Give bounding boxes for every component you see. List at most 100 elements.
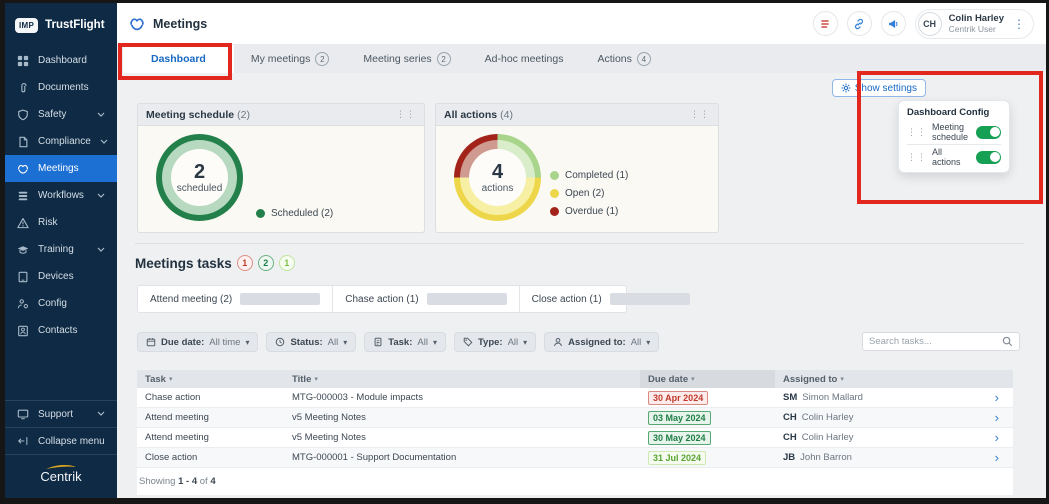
user-name: Colin Harley	[948, 12, 1004, 24]
column-header-due-date[interactable]: Due date ▾	[640, 370, 775, 388]
caret-down-icon: ▾	[523, 337, 528, 347]
filter-type[interactable]: Type: All ▾	[453, 332, 537, 352]
row-chevron-icon[interactable]: ›	[994, 410, 999, 425]
chart-legend: Completed (1) Open (2) Overdue (1)	[550, 166, 628, 220]
calendar-icon	[146, 338, 156, 347]
filter-assigned-to[interactable]: Assigned to: All ▾	[544, 332, 660, 352]
filter-task[interactable]: Task: All ▾	[364, 332, 446, 352]
graduation-cap-icon	[17, 245, 29, 254]
sidebar-item-dashboard[interactable]: Dashboard	[5, 47, 117, 74]
row-chevron-icon[interactable]: ›	[994, 430, 999, 445]
paperclip-icon	[21, 82, 27, 92]
list-icon	[821, 19, 829, 28]
dashboard-content: Meeting schedule (2) ⋮⋮ 2 scheduled Sche…	[117, 71, 1046, 498]
progress-chase-action: Chase action (1)	[332, 286, 518, 312]
sidebar-item-workflows[interactable]: Workflows	[5, 182, 117, 209]
link-icon	[855, 18, 864, 29]
show-settings-button[interactable]: Show settings	[831, 79, 926, 97]
caret-down-icon: ▾	[432, 337, 437, 347]
chevron-down-icon	[97, 247, 105, 252]
config-option-all-actions: ⋮⋮ All actions	[907, 147, 1001, 167]
legend-dot	[550, 206, 559, 216]
meeting-schedule-toggle[interactable]	[976, 125, 1001, 139]
drag-handle-icon[interactable]: ⋮⋮	[907, 151, 927, 162]
table-row[interactable]: Attend meeting v5 Meeting Notes 30 May 2…	[137, 428, 1013, 448]
row-chevron-icon[interactable]: ›	[994, 450, 999, 465]
legend-item: Scheduled (2)	[256, 204, 333, 222]
device-icon	[18, 271, 28, 282]
column-header-title[interactable]: Title ▾	[292, 373, 318, 385]
tab-dashboard[interactable]: Dashboard	[123, 45, 234, 73]
all-actions-toggle[interactable]	[976, 150, 1001, 164]
chevron-down-icon	[97, 112, 105, 117]
row-chevron-icon[interactable]: ›	[994, 390, 999, 405]
search-icon[interactable]	[1002, 336, 1013, 347]
chevron-down-icon	[100, 139, 108, 144]
link-button[interactable]	[846, 11, 872, 36]
open-count-badge: 2	[257, 255, 274, 271]
task-icon	[374, 337, 382, 347]
caret-down-icon: ▾	[343, 337, 348, 347]
announcements-button[interactable]	[880, 11, 906, 36]
tab-my-meetings[interactable]: My meetings 2	[234, 45, 347, 73]
donut-label: actions	[481, 182, 514, 194]
drag-handle-icon[interactable]: ⋮⋮	[907, 126, 927, 137]
table-row[interactable]: Attend meeting v5 Meeting Notes 03 May 2…	[137, 408, 1013, 428]
sidebar-item-support[interactable]: Support	[5, 400, 117, 427]
meeting-schedule-widget: Meeting schedule (2) ⋮⋮ 2 scheduled Sche…	[137, 103, 425, 233]
sidebar-item-meetings[interactable]: Meetings	[5, 155, 117, 182]
sidebar-item-documents[interactable]: Documents	[5, 74, 117, 101]
drag-handle-icon[interactable]: ⋮⋮	[690, 109, 710, 119]
column-header-assigned-to[interactable]: Assigned to ▾	[783, 373, 844, 385]
meetings-tasks-header: Meetings tasks 1 2 1	[135, 255, 295, 271]
collapse-menu-button[interactable]: Collapse menu	[5, 427, 117, 454]
chart-legend: Scheduled (2)	[256, 204, 333, 222]
assignee-initials: JB	[783, 452, 796, 463]
sidebar-item-contacts[interactable]: Contacts	[5, 317, 117, 344]
search-tasks-box	[862, 332, 1020, 351]
donut-label: scheduled	[176, 182, 223, 194]
kebab-menu-icon[interactable]: ⋮	[1013, 16, 1025, 31]
centrik-swoosh-icon	[46, 464, 76, 469]
brand-name: TrustFlight	[45, 19, 105, 31]
tab-count-badge: 4	[636, 52, 651, 66]
sidebar-item-config[interactable]: Config	[5, 290, 117, 317]
sidebar-item-safety[interactable]: Safety	[5, 101, 117, 128]
sidebar-item-devices[interactable]: Devices	[5, 263, 117, 290]
gear-icon	[841, 83, 851, 93]
notifications-button[interactable]	[812, 11, 838, 36]
brand-logo: IMP TrustFlight	[5, 3, 117, 47]
tab-adhoc-meetings[interactable]: Ad-hoc meetings	[484, 53, 564, 65]
due-date-badge: 30 Apr 2024	[648, 390, 709, 405]
upcoming-count-badge: 1	[278, 255, 295, 271]
contact-card-icon	[18, 325, 28, 336]
assignee-initials: CH	[783, 412, 797, 423]
legend-dot	[550, 188, 559, 198]
assignee-initials: CH	[783, 432, 797, 443]
filter-due-date[interactable]: Due date: All time ▾	[137, 332, 259, 352]
due-date-badge: 03 May 2024	[648, 410, 711, 425]
legend-item: Open (2)	[550, 184, 628, 202]
sidebar-item-risk[interactable]: Risk	[5, 209, 117, 236]
chevron-down-icon	[97, 411, 105, 416]
meetings-icon	[17, 164, 29, 174]
search-input[interactable]	[869, 336, 1002, 347]
filter-status[interactable]: Status: All ▾	[266, 332, 357, 352]
config-option-meeting-schedule: ⋮⋮ Meeting schedule	[907, 122, 1001, 142]
all-actions-widget: All actions (4) ⋮⋮ 4 actions Completed (…	[435, 103, 719, 233]
tag-icon	[463, 337, 473, 347]
table-row[interactable]: Close action MTG-000001 - Support Docume…	[137, 448, 1013, 468]
column-header-task[interactable]: Task ▾	[145, 373, 173, 385]
tab-actions[interactable]: Actions 4	[580, 45, 667, 73]
user-menu[interactable]: CH Colin Harley Centrik User ⋮	[914, 8, 1034, 39]
table-row[interactable]: Chase action MTG-000003 - Module impacts…	[137, 388, 1013, 408]
table-pagination: Showing 1 - 4 of 4	[137, 468, 1013, 495]
drag-handle-icon[interactable]: ⋮⋮	[396, 109, 416, 119]
assignee-name: Colin Harley	[801, 412, 854, 423]
legend-item: Completed (1)	[550, 166, 628, 184]
progress-bar	[609, 293, 690, 305]
sidebar-item-training[interactable]: Training	[5, 236, 117, 263]
tab-meeting-series[interactable]: Meeting series 2	[346, 45, 467, 73]
sidebar-item-compliance[interactable]: Compliance	[5, 128, 117, 155]
clock-icon	[276, 337, 285, 347]
